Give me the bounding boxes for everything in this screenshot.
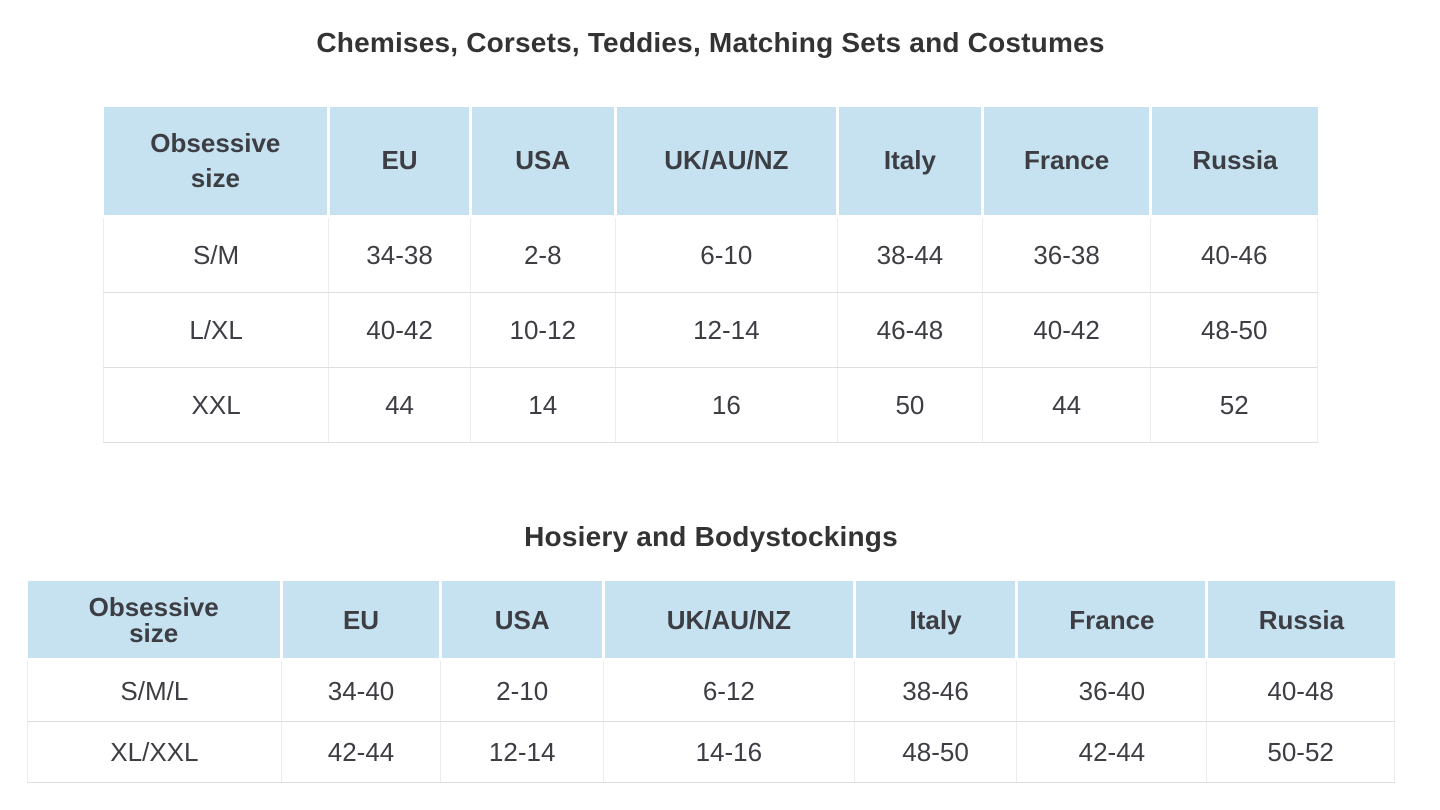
- column-header-italy: Italy: [854, 581, 1019, 661]
- column-header-usa: USA: [470, 107, 617, 218]
- size-row-xxl: XXL 44 14 16 50 44 52: [102, 367, 1318, 443]
- size-value-cell: 16: [614, 367, 839, 443]
- size-value-cell: 12-14: [440, 721, 605, 783]
- size-value-cell: 40-42: [981, 292, 1152, 368]
- size-value-cell: 14: [469, 367, 616, 443]
- column-header-obsessive-size: Obsessive size: [27, 581, 283, 661]
- column-header-label: Obsessive size: [150, 127, 281, 193]
- column-header-italy: Italy: [837, 107, 984, 218]
- size-value-cell: 46-48: [837, 292, 983, 368]
- header-row: Obsessive size EU USA UK/AU/NZ Italy France Ru…: [103, 107, 1318, 218]
- size-row-xl-xxl: XL/XXL 42-44 12-14 14-16 48-50 42-44 50-52: [27, 721, 1395, 783]
- size-value-cell: 38-44: [837, 216, 983, 293]
- size-table-title-chemises: Chemises, Corsets, Teddies, Matching Set…: [316, 27, 1105, 58]
- size-value-cell: 6-10: [614, 216, 839, 293]
- size-row-s-m-l: S/M/L 34-40 2-10 6-12 38-46 36-40 40-48: [27, 659, 1395, 722]
- column-header-eu: EU: [328, 107, 472, 218]
- size-value-cell: 44: [981, 367, 1152, 443]
- size-value-cell: 38-46: [853, 659, 1018, 722]
- size-value-cell: 50: [837, 367, 983, 443]
- column-header-uk-au-nz: UK/AU/NZ: [615, 107, 840, 218]
- size-label-cell: XL/XXL: [27, 721, 282, 783]
- column-header-usa: USA: [440, 581, 606, 661]
- column-header-label: Obsessive size: [88, 591, 219, 648]
- size-value-cell: 36-40: [1016, 659, 1208, 722]
- size-value-cell: 40-42: [328, 292, 471, 368]
- size-value-cell: 2-10: [440, 659, 605, 722]
- size-table-hosiery: Obsessive size EU USA UK/AU/NZ Italy France Ru…: [27, 581, 1395, 783]
- size-value-cell: 50-52: [1206, 721, 1395, 783]
- size-label-cell: XXL: [102, 367, 330, 443]
- column-header-obsessive-size: Obsessive size: [103, 107, 331, 218]
- size-row-l-xl: L/XL 40-42 10-12 12-14 46-48 40-42 48-50: [102, 292, 1318, 368]
- column-header-france: France: [982, 107, 1153, 218]
- size-value-cell: 10-12: [469, 292, 616, 368]
- column-header-france: France: [1016, 581, 1209, 661]
- size-label-cell: S/M: [102, 216, 330, 293]
- size-value-cell: 34-38: [328, 216, 471, 293]
- size-value-cell: 40-46: [1150, 216, 1318, 293]
- size-value-cell: 52: [1150, 367, 1318, 443]
- column-header-eu: EU: [281, 581, 443, 661]
- size-value-cell: 40-48: [1206, 659, 1395, 722]
- size-row-s-m: S/M 34-38 2-8 6-10 38-44 36-38 40-46: [102, 216, 1318, 293]
- size-value-cell: 6-12: [603, 659, 855, 722]
- size-value-cell: 2-8: [469, 216, 616, 293]
- column-header-russia: Russia: [1206, 581, 1395, 661]
- size-value-cell: 36-38: [981, 216, 1152, 293]
- size-value-cell: 42-44: [1016, 721, 1208, 783]
- size-value-cell: 12-14: [614, 292, 839, 368]
- size-value-cell: 44: [328, 367, 471, 443]
- column-header-uk-au-nz: UK/AU/NZ: [603, 581, 856, 661]
- size-table-title-hosiery: Hosiery and Bodystockings: [524, 521, 898, 552]
- column-header-russia: Russia: [1150, 107, 1318, 218]
- size-label-cell: L/XL: [102, 292, 330, 368]
- size-label-cell: S/M/L: [27, 659, 282, 722]
- size-value-cell: 48-50: [1150, 292, 1318, 368]
- header-row: Obsessive size EU USA UK/AU/NZ Italy France Ru…: [27, 581, 1395, 661]
- size-value-cell: 34-40: [280, 659, 442, 722]
- size-table-chemises: Obsessive size EU USA UK/AU/NZ Italy France Ru…: [102, 107, 1318, 443]
- size-value-cell: 42-44: [280, 721, 442, 783]
- size-value-cell: 14-16: [603, 721, 855, 783]
- size-value-cell: 48-50: [853, 721, 1018, 783]
